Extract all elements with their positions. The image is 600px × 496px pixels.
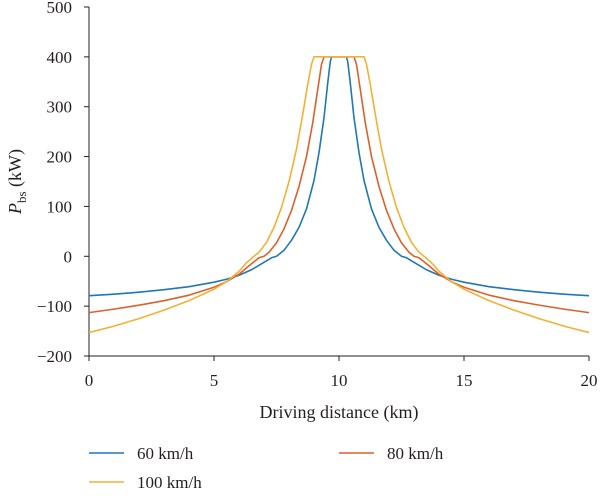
legend: 60 km/h 80 km/h 100 km/h: [89, 444, 444, 492]
legend-label-3: 100 km/h: [137, 473, 202, 492]
series-line-2: [88, 56, 590, 314]
y-tick-label: 200: [47, 148, 73, 167]
series-line-1: [88, 56, 590, 297]
plot-series: [88, 56, 590, 334]
x-tick-label: 15: [456, 371, 473, 390]
y-tick-label: 400: [47, 48, 73, 67]
y-axis-title: Pbs (kW): [5, 149, 29, 215]
x-tick-label: 5: [210, 371, 219, 390]
y-tick-label: 0: [64, 247, 73, 266]
legend-label-1: 60 km/h: [137, 444, 194, 463]
series-line-3: [88, 56, 590, 334]
y-tick-label: 300: [47, 98, 73, 117]
x-tick-label: 20: [581, 371, 598, 390]
y-tick-label: 500: [47, 0, 73, 17]
y-axis-title-symbol: P: [5, 203, 25, 215]
x-tick-label: 0: [85, 371, 94, 390]
x-ticks: 0 5 10 15 20: [85, 356, 598, 390]
y-tick-label: 100: [47, 197, 73, 216]
y-ticks: −200 −100 0 100 200 300 400 500: [37, 0, 89, 366]
y-tick-label: −200: [37, 347, 72, 366]
x-tick-label: 10: [331, 371, 348, 390]
legend-label-2: 80 km/h: [387, 444, 444, 463]
y-axis-title-subscript: bs: [14, 191, 29, 203]
axes: 0 5 10 15 20 −200 −100 0 100 200 300 400 500: [37, 0, 598, 390]
y-axis-title-unit: (kW): [5, 149, 26, 191]
y-tick-label: −100: [37, 297, 72, 316]
x-axis-title: Driving distance (km): [260, 402, 419, 423]
